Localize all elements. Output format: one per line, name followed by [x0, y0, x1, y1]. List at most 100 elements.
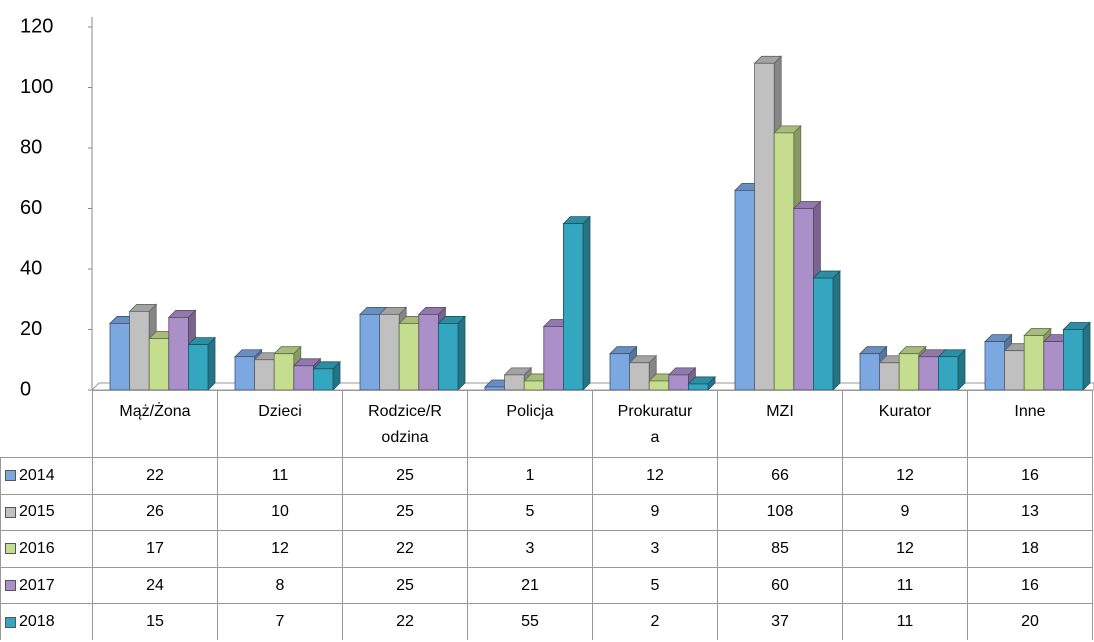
- legend-swatch: [5, 580, 16, 592]
- category-header: Dzieci: [217, 390, 342, 457]
- legend-label: 2018: [19, 613, 55, 631]
- bar-side: [1082, 321, 1091, 391]
- table-value: 55: [467, 603, 592, 640]
- chart: 0 20 40 60 80 100 120: [20, 15, 1094, 400]
- bar: [503, 366, 533, 391]
- bar-front: [793, 208, 814, 391]
- table-value: 8: [217, 566, 342, 604]
- bar-side: [457, 315, 466, 391]
- table-value: 24: [92, 566, 217, 604]
- bar-side: [582, 215, 591, 391]
- bar-front: [359, 313, 381, 391]
- category-header: MZI: [717, 390, 842, 457]
- table-value: 15: [92, 603, 217, 640]
- category-header: Inne: [967, 390, 1092, 457]
- bar: [562, 215, 591, 391]
- table-value: 22: [92, 457, 217, 494]
- bar-front: [523, 380, 545, 391]
- bar-front: [312, 368, 334, 391]
- table-value: 7: [217, 603, 342, 640]
- table-value: 66: [717, 457, 842, 494]
- legend-cell: 2018: [0, 603, 92, 640]
- table-value: 108: [717, 493, 842, 531]
- table-value: 12: [842, 530, 967, 567]
- table-value: 16: [967, 566, 1092, 604]
- table-value: 11: [842, 603, 967, 640]
- table-value: 5: [467, 493, 592, 531]
- table-value: 12: [217, 530, 342, 567]
- bar-front: [1004, 350, 1025, 391]
- bar-front: [418, 313, 439, 391]
- bar: [437, 315, 466, 391]
- table-value: 18: [967, 530, 1092, 567]
- legend-swatch: [5, 506, 16, 518]
- table-value: 13: [967, 493, 1092, 531]
- category-label: Rodzice/Rodzina: [368, 403, 442, 446]
- y-tick-label: 0: [20, 378, 31, 400]
- legend-swatch: [5, 470, 16, 482]
- y-tick-label: 40: [20, 257, 42, 279]
- bar-side: [832, 270, 841, 391]
- bar-front: [563, 223, 584, 391]
- category-header: Mąż/Żona: [92, 390, 217, 457]
- table-value: 21: [467, 566, 592, 604]
- category-label: Dzieci: [258, 403, 302, 420]
- table-value: 5: [592, 566, 717, 604]
- table-value: 3: [592, 530, 717, 567]
- legend-label: 2015: [19, 503, 55, 521]
- bar-front: [898, 353, 920, 391]
- legend-cell: 2015: [0, 493, 92, 531]
- y-tick-label: 100: [20, 76, 53, 98]
- table-value: 17: [92, 530, 217, 567]
- bar-front: [168, 316, 189, 391]
- bar-front: [437, 323, 459, 391]
- y-tick-label: 60: [20, 197, 42, 219]
- bar-front: [254, 359, 275, 391]
- bar-front: [129, 310, 150, 391]
- y-tick-label: 80: [20, 136, 42, 158]
- table-value: 2: [592, 603, 717, 640]
- bar-front: [859, 353, 881, 391]
- table-value: 3: [467, 530, 592, 567]
- table-value: 9: [842, 493, 967, 531]
- table-value: 22: [342, 530, 467, 567]
- legend-swatch: [5, 616, 16, 628]
- y-tick-label: 20: [20, 318, 42, 340]
- category-label: Policja: [506, 403, 554, 420]
- category-header: Prokuratura: [592, 390, 717, 457]
- table-value: 26: [92, 493, 217, 531]
- bar-front: [234, 356, 256, 391]
- table-value: 22: [342, 603, 467, 640]
- table-value: 9: [592, 493, 717, 531]
- bar-front: [773, 132, 795, 391]
- bar-front: [504, 374, 525, 391]
- category-header: Kurator: [842, 390, 967, 457]
- table-value: 12: [842, 457, 967, 494]
- bar-front: [629, 362, 650, 391]
- bar-front: [293, 365, 314, 391]
- table-border: [1092, 390, 1093, 640]
- bar: [167, 309, 197, 391]
- legend-label: 2016: [19, 539, 55, 557]
- category-label: Mąż/Żona: [119, 403, 191, 420]
- table-value: 37: [717, 603, 842, 640]
- bar: [812, 270, 841, 391]
- table-value: 25: [342, 566, 467, 604]
- bar-front: [379, 313, 400, 391]
- bar-front: [1043, 341, 1064, 391]
- bar-front: [879, 362, 900, 391]
- table-value: 16: [967, 457, 1092, 494]
- table-value: 12: [592, 457, 717, 494]
- table-value: 25: [342, 493, 467, 531]
- table-value: 10: [217, 493, 342, 531]
- bar-front: [984, 341, 1006, 391]
- legend-swatch: [5, 543, 16, 555]
- table-value: 1: [467, 457, 592, 494]
- table-value: 11: [842, 566, 967, 604]
- bar-front: [543, 326, 564, 391]
- bar: [312, 360, 341, 391]
- legend-label: 2014: [19, 466, 55, 484]
- legend-cell: 2016: [0, 530, 92, 567]
- table-value: 25: [342, 457, 467, 494]
